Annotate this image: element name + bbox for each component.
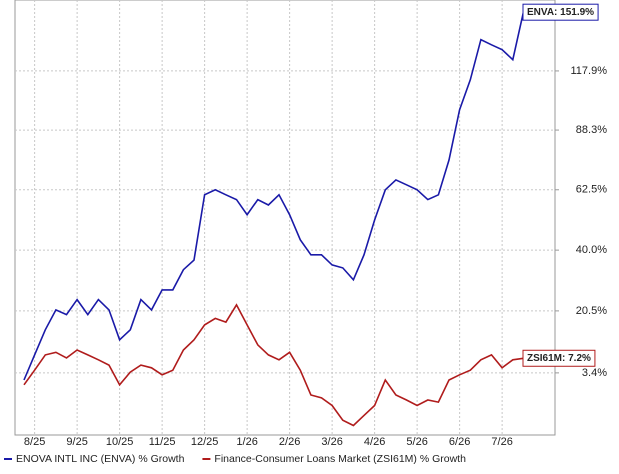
x-tick-label: 8/25 <box>24 436 45 448</box>
x-tick-label: 9/25 <box>66 436 87 448</box>
y-tick-label: 3.4% <box>582 367 607 379</box>
end-label-box <box>522 349 596 367</box>
end-label: ZSI61M: 7.2% <box>522 349 596 367</box>
x-tick-label: 3/26 <box>321 436 342 448</box>
x-tick-label: 7/26 <box>491 436 512 448</box>
x-tick-label: 10/25 <box>106 436 134 448</box>
x-tick-label: 6/26 <box>449 436 470 448</box>
x-tick-label: 4/26 <box>364 436 385 448</box>
series-line <box>23 12 525 381</box>
x-tick-label: 2/26 <box>279 436 300 448</box>
x-tick-label: 12/25 <box>191 436 219 448</box>
x-tick-label: 1/26 <box>236 436 257 448</box>
end-label-text: ENVA: 151.9% <box>527 7 594 18</box>
series-line <box>23 303 524 427</box>
y-tick-label: 40.0% <box>576 244 607 256</box>
x-tick-label: 11/25 <box>149 436 176 448</box>
y-tick-label: 20.5% <box>576 305 607 317</box>
end-label: ENVA: 151.9% <box>522 3 599 21</box>
legend-label: ENOVA INTL INC (ENVA) % Growth <box>16 453 185 465</box>
x-tick-label: 5/26 <box>406 436 427 448</box>
legend-label: Finance-Consumer Loans Market (ZSI61M) %… <box>214 453 466 465</box>
y-tick-label: 88.3% <box>576 124 607 136</box>
end-label-box <box>522 3 599 21</box>
end-label-text: ZSI61M: 7.2% <box>527 353 591 364</box>
y-tick-label: 62.5% <box>576 184 607 196</box>
y-tick-label: 117.9% <box>571 65 608 77</box>
